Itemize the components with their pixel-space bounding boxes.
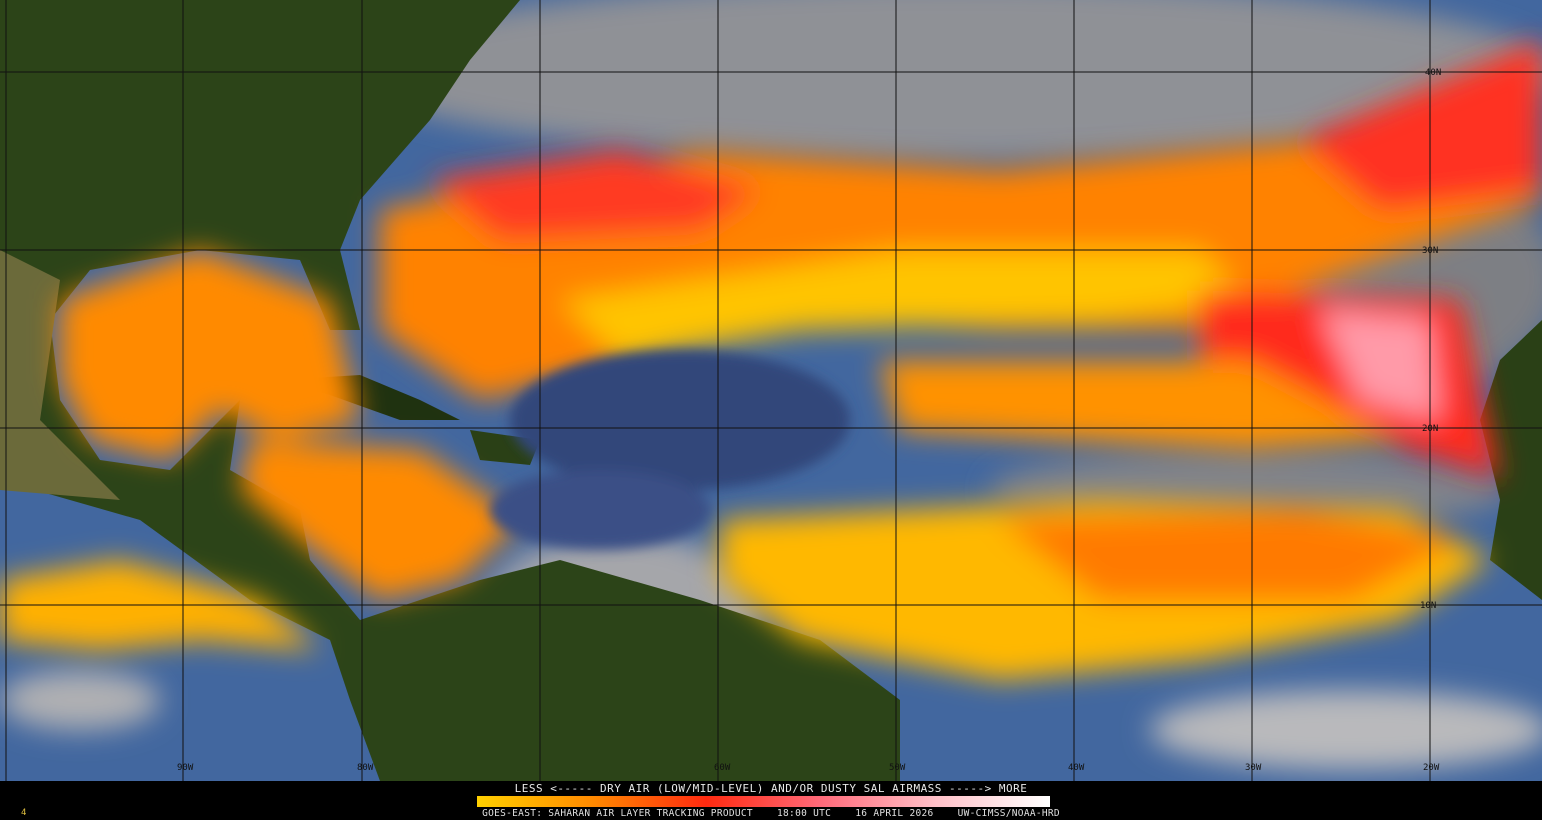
longitude-labels: 90W 80W 60W 50W 40W 30W 20W [177,763,1440,773]
lon-label: 40W [1068,763,1085,773]
lon-label: 60W [714,763,731,773]
lat-label: 30N [1422,246,1438,256]
legend-title: LESS <----- DRY AIR (LOW/MID-LEVEL) AND/… [514,782,1028,795]
lon-label: 20W [1423,763,1440,773]
lon-label: 30W [1245,763,1262,773]
lat-lon-grid [0,0,1542,781]
latitude-labels: 40N 30N 20N 10N [1420,68,1441,611]
lat-label: 20N [1422,424,1438,434]
lon-label: 50W [889,763,906,773]
lon-label: 90W [177,763,194,773]
color-scale-bar [477,796,1050,807]
lon-label: 80W [357,763,374,773]
lat-label: 10N [1420,601,1436,611]
deep-moisture-region [490,350,850,550]
lat-label: 40N [1425,68,1441,78]
frame-number: 4 [21,808,27,818]
product-caption: GOES-EAST: SAHARAN AIR LAYER TRACKING PR… [482,808,1060,819]
sal-satellite-map: 40N 30N 20N 10N 90W 80W 60W 50W 40W 30W … [0,0,1542,781]
